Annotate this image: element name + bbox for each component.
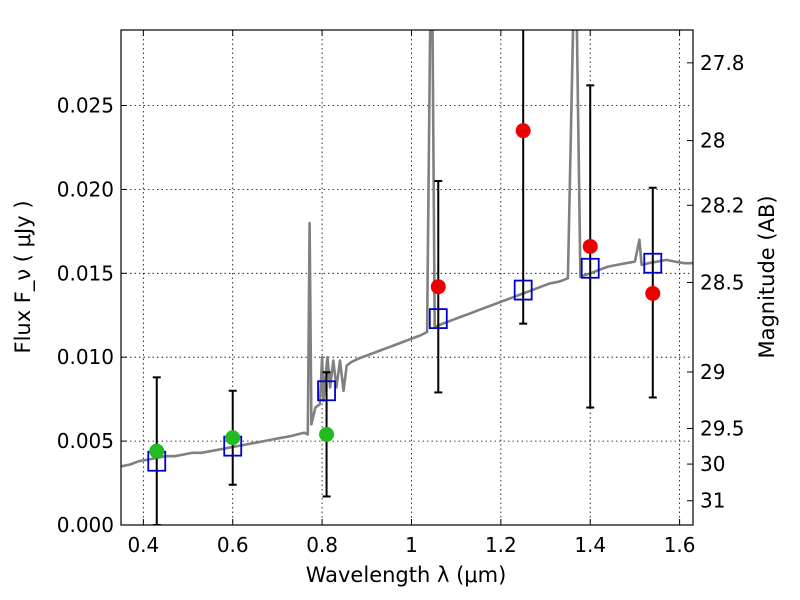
observed-point-detection [149, 443, 165, 459]
right-tick-label: 28.2 [700, 193, 745, 217]
observed-point-detection [319, 426, 335, 442]
model-photometry-square [317, 380, 336, 402]
observed-points-layer [149, 123, 661, 459]
observed-point-upper [430, 279, 446, 295]
y-tick-label: 0.020 [57, 177, 114, 201]
y-tick-label: 0.010 [57, 345, 114, 369]
x-tick-label: 1.2 [485, 533, 517, 557]
model-spectrum-line [121, 30, 693, 468]
observed-point-upper [582, 238, 598, 254]
x-tick-label: 0.4 [127, 533, 159, 557]
right-axis-ticks: 27.8 28 28.2 28.5 29 29.5 30 31 [687, 51, 745, 513]
x-tick-label: 1 [405, 533, 418, 557]
right-axis-label: Magnitude (AB) [755, 195, 779, 358]
model-spectrum-layer [121, 30, 693, 468]
model-photometry-square [513, 279, 533, 301]
x-tick-label: 1.4 [574, 533, 606, 557]
model-photometry-square [643, 252, 663, 274]
x-tick-label: 1.6 [664, 533, 696, 557]
right-tick-label: 27.8 [700, 51, 745, 75]
y-tick-label: 0.005 [57, 429, 114, 453]
model-photometry-square [580, 257, 600, 279]
right-tick-label: 28 [700, 129, 725, 153]
x-axis-ticks: 0.4 0.6 0.8 1 1.2 1.4 1.6 [127, 30, 696, 557]
x-tick-label: 0.8 [306, 533, 338, 557]
right-tick-label: 29.5 [700, 416, 745, 440]
right-tick-label: 29 [700, 360, 725, 384]
y-axis-label: Flux F_ν ( μJy ) [11, 200, 36, 353]
right-tick-label: 31 [700, 489, 725, 513]
grid-lines [121, 30, 693, 526]
right-tick-label: 28.5 [700, 270, 745, 294]
x-axis-label: Wavelength λ (μm) [306, 563, 507, 587]
x-tick-label: 0.6 [217, 533, 249, 557]
y-tick-label: 0.015 [57, 261, 114, 285]
model-photometry-square [428, 308, 448, 330]
model-photometry-layer [147, 252, 663, 472]
plot-frame [120, 29, 694, 526]
observed-point-upper [515, 123, 531, 139]
right-tick-label: 30 [700, 452, 725, 476]
y-axis-ticks: 0.000 0.005 0.010 0.015 0.020 0.025 [57, 94, 127, 537]
y-tick-label: 0.000 [57, 513, 114, 537]
observed-point-detection [225, 430, 241, 446]
observed-point-upper [645, 285, 661, 301]
y-tick-label: 0.025 [57, 94, 114, 118]
